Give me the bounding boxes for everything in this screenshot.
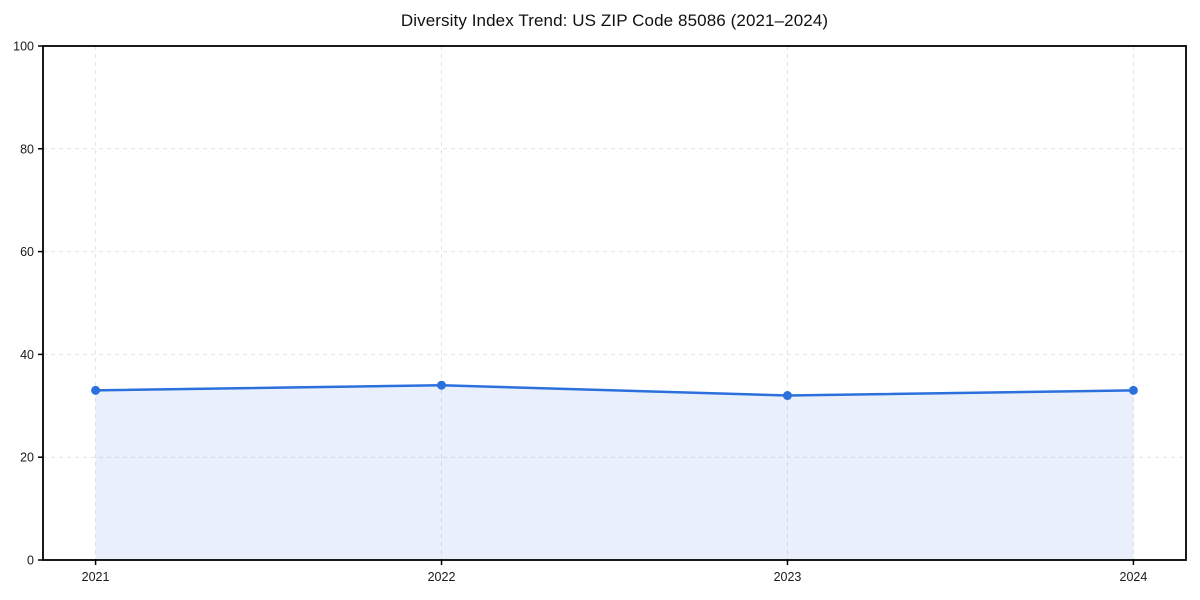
area-fill — [95, 385, 1134, 560]
plot-border — [42, 45, 1187, 561]
data-point-2022 — [437, 380, 447, 390]
x-tick-label: 2024 — [1120, 570, 1148, 584]
y-tick-label: 0 — [27, 554, 34, 568]
y-tick-label: 100 — [13, 40, 34, 54]
y-tick-label: 20 — [20, 451, 34, 465]
trend-line — [94, 383, 1135, 397]
x-tick-label: 2022 — [428, 570, 456, 584]
y-tick-label: 40 — [20, 348, 34, 362]
data-point-2023 — [782, 391, 792, 401]
x-tick-label: 2021 — [82, 570, 110, 584]
y-tick-label: 80 — [20, 142, 34, 156]
chart-title: Diversity Index Trend: US ZIP Code 85086… — [400, 11, 829, 30]
data-point-2024 — [1128, 385, 1138, 395]
data-point-2021 — [91, 385, 101, 395]
y-tick-label: 60 — [20, 245, 34, 259]
x-tick-label: 2023 — [774, 570, 802, 584]
